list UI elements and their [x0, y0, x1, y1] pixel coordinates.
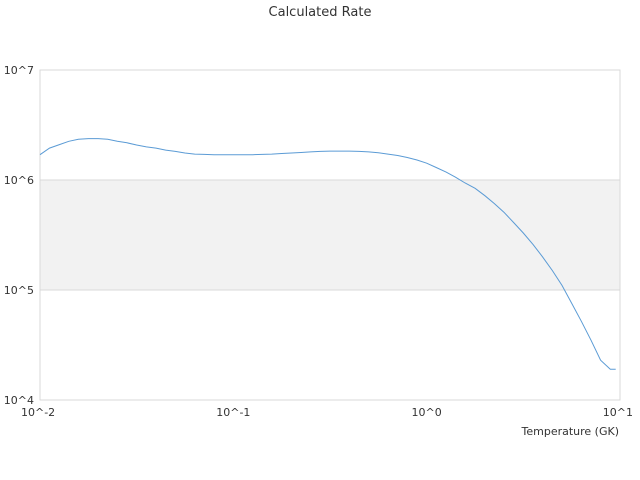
plot-band	[40, 180, 620, 290]
x-axis-label: Temperature (GK)	[521, 425, 620, 438]
series-layer	[39, 138, 616, 370]
x-axis-tick-labels: 10^-2 10^-1 10^0 10^1	[21, 406, 633, 419]
plot-bands	[40, 180, 620, 290]
y-tick-label: 10^7	[4, 64, 34, 77]
chart-title: Calculated Rate	[269, 5, 372, 20]
y-axis-tick-labels: 10^4 10^5 10^6 10^7	[4, 64, 34, 407]
x-tick-label: 10^-2	[21, 406, 55, 419]
plot-area-border	[39, 69, 621, 401]
y-tick-label: 10^5	[4, 284, 34, 297]
x-tick-label: 10^0	[412, 406, 442, 419]
y-tick-label: 10^4	[4, 394, 34, 407]
x-tick-label: 10^-1	[216, 406, 250, 419]
series-line	[39, 138, 616, 370]
y-tick-label: 10^6	[4, 174, 34, 187]
x-tick-label: 10^1	[603, 406, 633, 419]
